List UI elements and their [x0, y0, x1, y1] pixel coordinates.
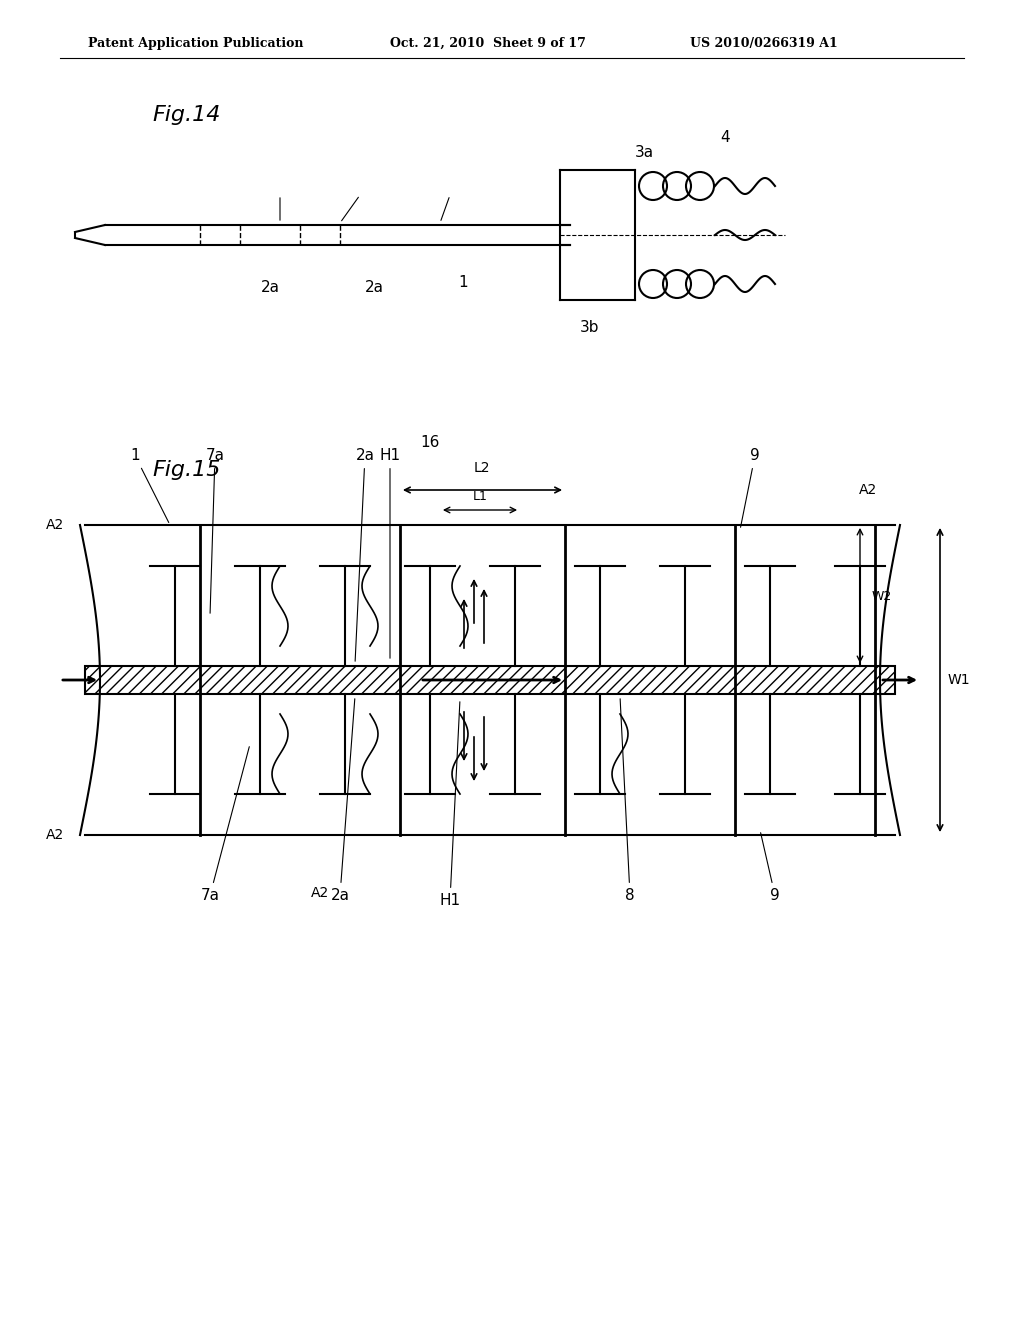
- Text: 1: 1: [130, 447, 169, 523]
- Text: 2a: 2a: [355, 447, 375, 661]
- Bar: [85, 667, 895, 694]
- Text: Oct. 21, 2010  Sheet 9 of 17: Oct. 21, 2010 Sheet 9 of 17: [390, 37, 586, 50]
- Text: W1: W1: [948, 673, 971, 686]
- Text: W2: W2: [872, 590, 892, 602]
- Text: 7a: 7a: [206, 447, 224, 614]
- Text: Fig.14: Fig.14: [152, 106, 220, 125]
- Text: 3a: 3a: [635, 145, 654, 160]
- Text: A2: A2: [46, 517, 65, 532]
- Text: 8: 8: [621, 698, 635, 903]
- Text: Patent Application Publication: Patent Application Publication: [88, 37, 303, 50]
- Text: 4: 4: [720, 129, 730, 145]
- Text: H1: H1: [439, 702, 461, 908]
- Text: 1: 1: [458, 275, 468, 290]
- Text: Fig.15: Fig.15: [152, 459, 220, 480]
- Text: 9: 9: [761, 833, 780, 903]
- Text: 9: 9: [740, 447, 760, 527]
- Text: A2: A2: [46, 828, 65, 842]
- Text: L1: L1: [472, 490, 487, 503]
- Text: 2a: 2a: [260, 280, 280, 294]
- Text: 2a: 2a: [331, 698, 354, 903]
- Text: A2: A2: [311, 886, 329, 900]
- Text: A2: A2: [859, 483, 878, 498]
- Text: 3b: 3b: [581, 319, 600, 335]
- Text: 16: 16: [420, 436, 439, 450]
- Text: L2: L2: [474, 461, 490, 475]
- Text: US 2010/0266319 A1: US 2010/0266319 A1: [690, 37, 838, 50]
- Text: H1: H1: [380, 447, 400, 659]
- Text: 7a: 7a: [201, 747, 249, 903]
- Text: 2a: 2a: [365, 280, 384, 294]
